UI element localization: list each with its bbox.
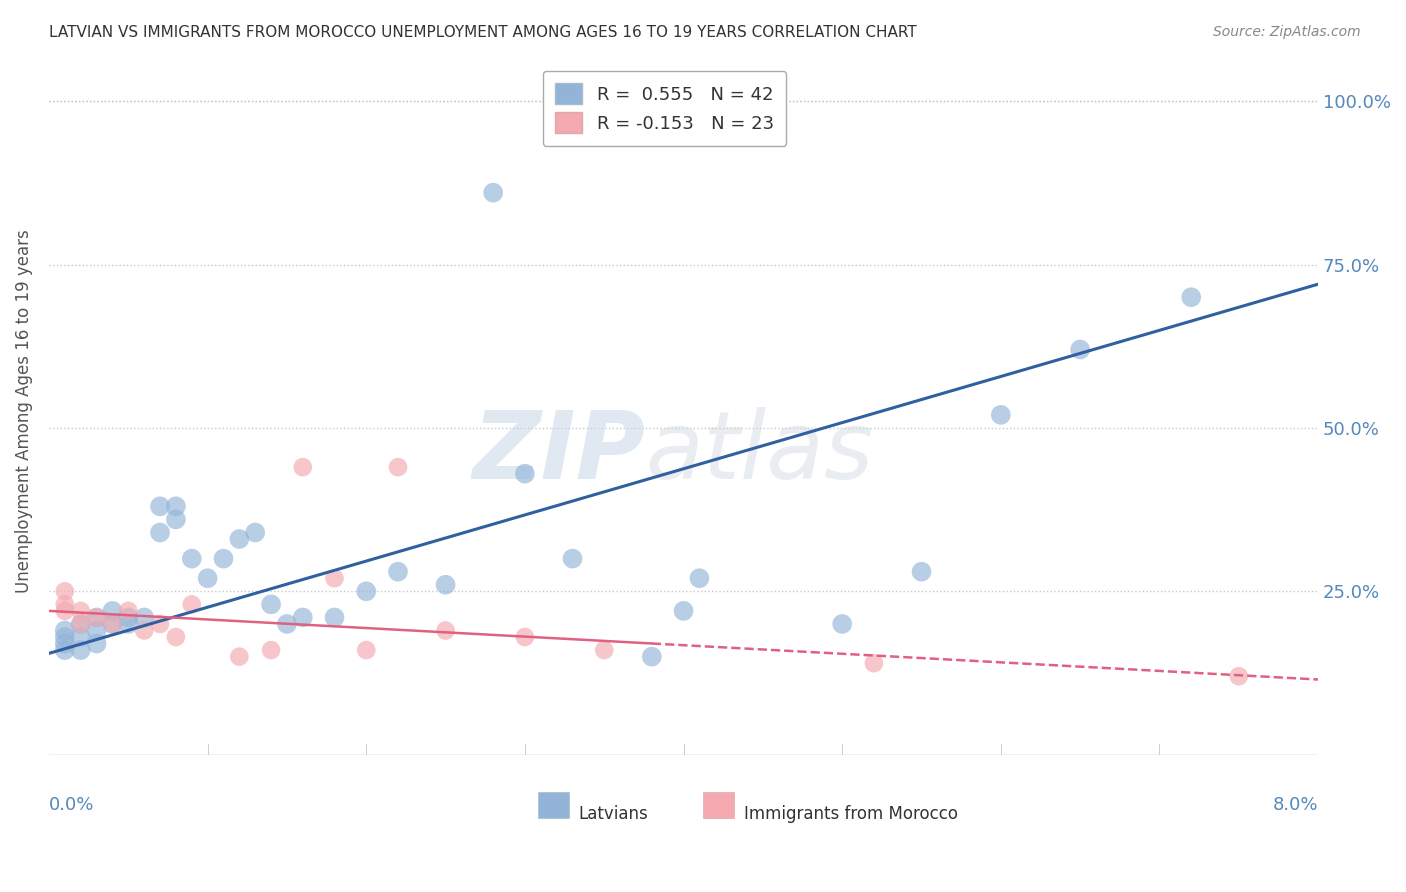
Y-axis label: Unemployment Among Ages 16 to 19 years: Unemployment Among Ages 16 to 19 years: [15, 230, 32, 593]
Point: [688, 571, 710, 585]
Point: [53, 584, 76, 599]
Point: [101, 617, 124, 632]
Text: ZIP: ZIP: [472, 407, 645, 499]
Point: [86, 610, 108, 624]
Point: [69, 604, 91, 618]
Point: [641, 649, 664, 664]
Point: [69, 630, 91, 644]
FancyBboxPatch shape: [537, 792, 569, 819]
Point: [1069, 343, 1091, 357]
Text: LATVIAN VS IMMIGRANTS FROM MOROCCO UNEMPLOYMENT AMONG AGES 16 TO 19 YEARS CORREL: LATVIAN VS IMMIGRANTS FROM MOROCCO UNEMP…: [49, 25, 917, 40]
Legend: R =  0.555   N = 42, R = -0.153   N = 23: R = 0.555 N = 42, R = -0.153 N = 23: [543, 70, 786, 145]
Point: [910, 565, 932, 579]
Point: [228, 649, 250, 664]
Point: [1227, 669, 1250, 683]
Text: Immigrants from Morocco: Immigrants from Morocco: [744, 805, 959, 823]
Point: [228, 532, 250, 546]
Point: [212, 551, 235, 566]
Point: [101, 604, 124, 618]
Point: [165, 512, 187, 526]
Point: [276, 617, 298, 632]
Point: [863, 656, 886, 670]
Point: [117, 604, 139, 618]
Text: Latvians: Latvians: [578, 805, 648, 823]
Point: [260, 643, 283, 657]
Point: [53, 598, 76, 612]
Point: [356, 643, 378, 657]
Point: [69, 643, 91, 657]
Point: [513, 467, 536, 481]
Point: [291, 610, 314, 624]
Point: [323, 571, 346, 585]
Text: Source: ZipAtlas.com: Source: ZipAtlas.com: [1213, 25, 1361, 39]
Point: [149, 617, 172, 632]
Point: [53, 604, 76, 618]
Point: [117, 617, 139, 632]
Point: [86, 636, 108, 650]
Point: [69, 617, 91, 632]
Point: [165, 630, 187, 644]
Point: [86, 624, 108, 638]
Text: 0.0%: 0.0%: [49, 796, 94, 814]
Point: [53, 624, 76, 638]
Point: [356, 584, 378, 599]
Point: [53, 643, 76, 657]
Point: [101, 617, 124, 632]
Point: [86, 610, 108, 624]
Text: atlas: atlas: [645, 408, 873, 499]
Point: [593, 643, 616, 657]
Point: [180, 551, 202, 566]
Point: [149, 525, 172, 540]
Point: [117, 610, 139, 624]
Point: [323, 610, 346, 624]
Point: [434, 624, 457, 638]
Point: [672, 604, 695, 618]
Point: [260, 598, 283, 612]
Point: [180, 598, 202, 612]
Point: [482, 186, 505, 200]
Point: [291, 460, 314, 475]
Point: [149, 500, 172, 514]
Point: [245, 525, 267, 540]
Text: 8.0%: 8.0%: [1272, 796, 1319, 814]
Point: [990, 408, 1012, 422]
Point: [134, 610, 156, 624]
Point: [53, 636, 76, 650]
Point: [387, 565, 409, 579]
FancyBboxPatch shape: [703, 792, 734, 819]
Point: [831, 617, 853, 632]
Point: [197, 571, 219, 585]
Point: [134, 624, 156, 638]
Point: [69, 617, 91, 632]
Point: [387, 460, 409, 475]
Point: [1180, 290, 1202, 304]
Point: [165, 500, 187, 514]
Point: [513, 630, 536, 644]
Point: [434, 578, 457, 592]
Point: [53, 630, 76, 644]
Point: [561, 551, 583, 566]
